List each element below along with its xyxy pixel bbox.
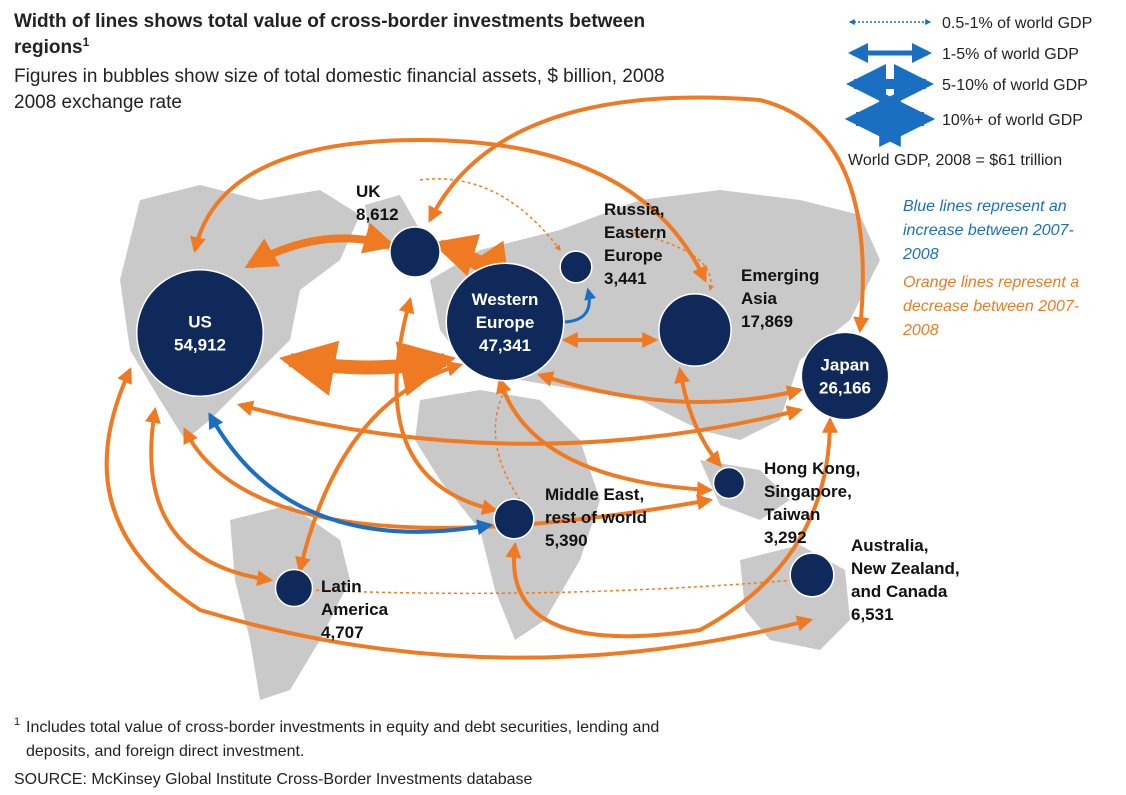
title-sup: 1 bbox=[83, 35, 90, 49]
region-bubble bbox=[658, 293, 732, 367]
region-value: 6,531 bbox=[851, 605, 894, 624]
region-name: Singapore, bbox=[764, 482, 852, 501]
region-name: rest of world bbox=[545, 508, 647, 527]
blue-note: increase between 2007- bbox=[903, 222, 1074, 239]
region-bubble bbox=[800, 331, 890, 421]
region-value: 3,441 bbox=[604, 269, 647, 288]
region-bubble bbox=[389, 226, 441, 278]
region-value: 5,390 bbox=[545, 531, 588, 550]
source: SOURCE: McKinsey Global Institute Cross-… bbox=[14, 771, 533, 788]
region-name: Russia, bbox=[604, 200, 664, 219]
region-name: Hong Kong, bbox=[764, 459, 860, 478]
title-line: regions bbox=[14, 37, 83, 58]
region-name: Western bbox=[472, 290, 539, 309]
region-value: 47,341 bbox=[479, 336, 531, 355]
region-value: 17,869 bbox=[741, 312, 793, 331]
region-bubble bbox=[445, 262, 565, 382]
region-name: Europe bbox=[476, 313, 535, 332]
region-value: 54,912 bbox=[174, 336, 226, 355]
region-name: Europe bbox=[604, 246, 663, 265]
orange-note: Orange lines represent a bbox=[903, 274, 1079, 291]
region-name: US bbox=[188, 313, 212, 332]
region-name: Australia, bbox=[851, 536, 928, 555]
orange-note: decrease between 2007- bbox=[903, 298, 1079, 315]
region-name: New Zealand, bbox=[851, 559, 960, 578]
region-name: America bbox=[321, 600, 389, 619]
region-value: 3,292 bbox=[764, 528, 807, 547]
region-name: Emerging bbox=[741, 266, 819, 285]
region-value: 8,612 bbox=[356, 205, 399, 224]
region-value: 4,707 bbox=[321, 623, 364, 642]
title-line: regions1 bbox=[14, 35, 90, 58]
region-name: and Canada bbox=[851, 582, 948, 601]
orange-note: 2008 bbox=[902, 322, 939, 339]
legend-item: 0.5-1% of world GDP bbox=[942, 15, 1092, 32]
footnote-line: Includes total value of cross-border inv… bbox=[26, 719, 659, 736]
region-bubble bbox=[789, 552, 835, 598]
region-name: Middle East, bbox=[545, 485, 644, 504]
legend-item: 10%+ of world GDP bbox=[942, 112, 1083, 129]
region-name: Latin bbox=[321, 577, 362, 596]
blue-note: 2008 bbox=[902, 246, 939, 263]
region-bubble bbox=[559, 250, 593, 284]
region-bubble bbox=[493, 498, 535, 540]
gdp-note: World GDP, 2008 = $61 trillion bbox=[848, 152, 1062, 169]
region-value: 26,166 bbox=[819, 379, 871, 398]
region-bubble bbox=[712, 466, 746, 500]
title-line: Width of lines shows total value of cros… bbox=[14, 11, 645, 32]
region-bubble bbox=[135, 268, 265, 398]
flow-arrows bbox=[104, 95, 870, 660]
region-name: Asia bbox=[741, 289, 777, 308]
legend-item: 5-10% of world GDP bbox=[942, 77, 1088, 94]
region-name: Japan bbox=[820, 356, 869, 375]
blue-note: Blue lines represent an bbox=[903, 198, 1067, 215]
legend-arrows bbox=[844, 19, 936, 147]
subtitle-line: Figures in bubbles show size of total do… bbox=[14, 66, 665, 87]
region-name: UK bbox=[356, 182, 381, 201]
legend-item: 1-5% of world GDP bbox=[942, 46, 1079, 63]
region-name: Taiwan bbox=[764, 505, 820, 524]
footnote-line: deposits, and foreign direct investment. bbox=[26, 743, 304, 760]
subtitle-line: 2008 exchange rate bbox=[14, 92, 182, 113]
region-name: Eastern bbox=[604, 223, 666, 242]
bubbles: US 54,912 UK 8,612 Western Europe 47,341 Russia… bbox=[135, 182, 960, 642]
region-bubble bbox=[274, 568, 314, 608]
footnote-mark: 1 bbox=[14, 716, 20, 728]
